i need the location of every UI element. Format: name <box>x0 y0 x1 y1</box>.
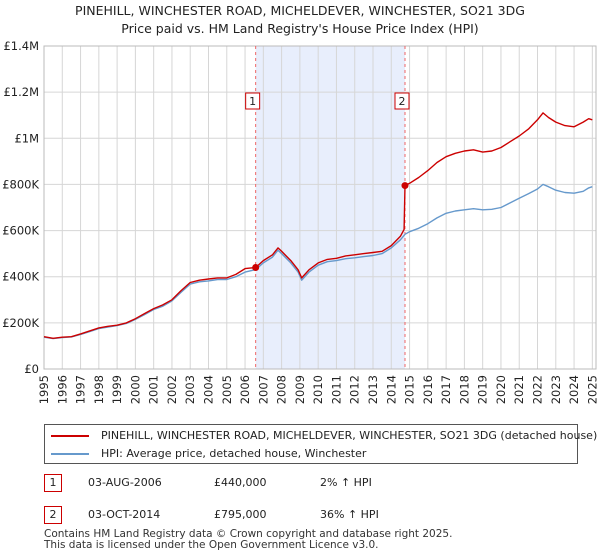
x-tick-label: 1995 <box>37 375 51 404</box>
y-tick-label: £800K <box>2 177 39 191</box>
title-line-address: PINEHILL, WINCHESTER ROAD, MICHELDEVER, … <box>75 3 525 18</box>
x-tick-label: 2014 <box>384 375 398 404</box>
y-tick-label: £0 <box>24 362 39 376</box>
title-line-subtitle: Price paid vs. HM Land Registry's House … <box>121 21 479 36</box>
plot-frame <box>43 45 597 370</box>
x-tick-label: 2011 <box>329 375 343 404</box>
x-tick-label: 2007 <box>256 375 270 404</box>
sale-date: 03-OCT-2014 <box>88 508 161 521</box>
x-tick-label: 1998 <box>92 375 106 404</box>
chart-title: PINEHILL, WINCHESTER ROAD, MICHELDEVER, … <box>0 2 600 38</box>
legend-swatch-hpi <box>51 453 89 455</box>
legend-label-hpi: HPI: Average price, detached house, Winc… <box>101 447 367 460</box>
x-tick-label: 2013 <box>366 375 380 404</box>
sale-hpi-diff: 36% ↑ HPI <box>320 508 379 521</box>
sale-number-badge: 1 <box>44 474 62 492</box>
sale-label-box <box>245 92 261 110</box>
y-tick-label: £600K <box>2 224 39 238</box>
x-tick-label: 2002 <box>165 375 179 404</box>
shaded-period <box>255 46 405 369</box>
x-tick-label: 2021 <box>512 375 526 404</box>
sale-label-text: 2 <box>398 95 405 108</box>
hpi-line <box>43 183 593 340</box>
sale-point <box>252 263 260 271</box>
x-tick-label: 1999 <box>110 375 124 404</box>
x-tick-label: 2005 <box>220 375 234 404</box>
sale-label-box <box>394 92 410 110</box>
x-tick-label: 2003 <box>183 375 197 404</box>
x-tick-label: 2022 <box>531 375 545 404</box>
sale-label-text: 1 <box>249 95 256 108</box>
x-tick-label: 2001 <box>147 375 161 404</box>
sale-date: 03-AUG-2006 <box>88 476 162 489</box>
sale-hpi-diff: 2% ↑ HPI <box>320 476 372 489</box>
y-tick-label: £1M <box>14 131 39 145</box>
x-tick-label: 2000 <box>128 375 142 404</box>
price-chart: £0 £200K £400K £600K £800K £1M £1.2M £1.4M 1995 1… <box>2 39 599 404</box>
x-tick-label: 1997 <box>74 375 88 404</box>
x-tick-label: 2025 <box>585 375 599 404</box>
y-tick-label: £200K <box>2 316 39 330</box>
x-tick-label: 1996 <box>55 375 69 404</box>
x-tick-label: 2009 <box>293 375 307 404</box>
x-tick-label: 2015 <box>403 375 417 404</box>
chart-legend: PINEHILL, WINCHESTER ROAD, MICHELDEVER, … <box>44 424 597 464</box>
x-tick-label: 2018 <box>457 375 471 404</box>
y-tick-label: £1.4M <box>3 39 39 53</box>
footer-copyright: Contains HM Land Registry data © Crown c… <box>44 528 453 540</box>
sale-row: 2 03-OCT-2014 £795,000 36% ↑ HPI <box>44 506 584 528</box>
x-tick-label: 2020 <box>494 375 508 404</box>
y-tick-label: £400K <box>2 270 39 284</box>
x-tick-label: 2008 <box>275 375 289 404</box>
x-tick-label: 2023 <box>549 375 563 404</box>
x-tick-label: 2006 <box>238 375 252 404</box>
x-tick-label: 2019 <box>476 375 490 404</box>
x-tick-label: 2017 <box>439 375 453 404</box>
sale-point <box>401 182 409 190</box>
sale-price: £795,000 <box>214 508 267 521</box>
property-price-line <box>43 112 593 339</box>
x-tick-label: 2004 <box>202 375 216 404</box>
x-tick-label: 2024 <box>567 375 581 404</box>
x-tick-label: 2012 <box>348 375 362 404</box>
x-tick-label: 2010 <box>311 375 325 404</box>
sale-number-badge: 2 <box>44 506 62 524</box>
legend-swatch-property <box>51 435 89 437</box>
sale-row: 1 03-AUG-2006 £440,000 2% ↑ HPI <box>44 474 584 496</box>
legend-label-property: PINEHILL, WINCHESTER ROAD, MICHELDEVER, … <box>101 429 598 442</box>
footer-licence: This data is licensed under the Open Gov… <box>44 539 379 551</box>
sale-price: £440,000 <box>214 476 267 489</box>
x-tick-label: 2016 <box>421 375 435 404</box>
footer-credits: Contains HM Land Registry data © Crown c… <box>44 529 452 551</box>
y-tick-label: £1.2M <box>3 85 39 99</box>
